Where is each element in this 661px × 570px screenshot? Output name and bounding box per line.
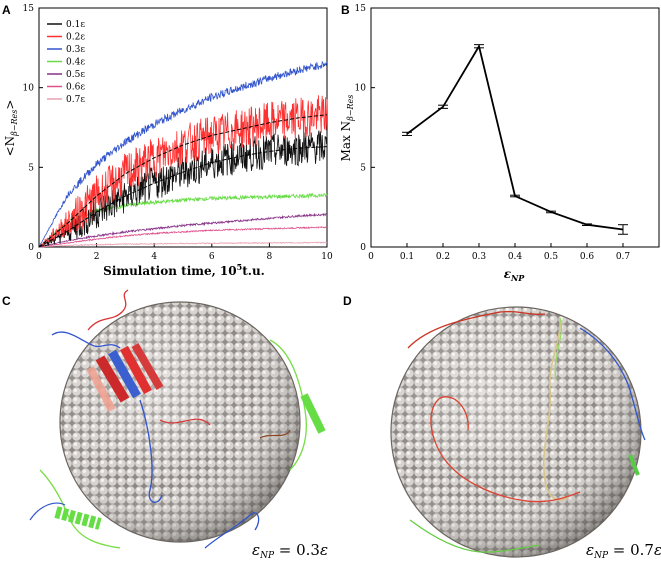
chart-a-xtick-label: 10 bbox=[321, 252, 333, 262]
series-line-max-n bbox=[406, 43, 624, 231]
chart-a-legend: 0.1ε 0.2ε 0.3ε 0.4ε 0.5ε 0.6ε 0.7ε bbox=[47, 20, 85, 105]
chart-b-ytick-label: 0 bbox=[360, 243, 366, 253]
legend-label: 0.4ε bbox=[66, 58, 85, 68]
fit-curve-0.2ε bbox=[38, 114, 328, 248]
chart-b-ticks: 0 0.1 0.2 0.3 0.4 0.5 0.6 0.7 0 5 10 15 bbox=[355, 4, 631, 262]
protein-coil-red-d2 bbox=[430, 397, 581, 503]
chart-b: 0 0.1 0.2 0.3 0.4 0.5 0.6 0.7 0 5 10 15 εNP Max Nβ−… bbox=[339, 4, 660, 283]
series-line-0.6ε bbox=[38, 225, 328, 248]
series-line-0.3ε bbox=[38, 61, 328, 248]
chart-b-xtick-label: 0.2 bbox=[436, 252, 450, 262]
chart-a-xtick-label: 4 bbox=[151, 252, 157, 262]
chart-b-ytick-label: 5 bbox=[360, 163, 366, 173]
chart-b-xlabel: εNP bbox=[504, 267, 526, 283]
chart-a-ticks: 0 2 4 6 8 10 0 5 10 15 bbox=[23, 4, 333, 262]
epsilon-label-d: εNP = 0.7ε bbox=[586, 541, 661, 561]
protein-coil-red-d bbox=[407, 310, 546, 349]
helix-green bbox=[54, 506, 102, 530]
beta-strand-red-1 bbox=[95, 355, 130, 403]
protein-coil-blue-d bbox=[579, 327, 646, 441]
chart-b-ylabel: Max Nβ−Res bbox=[339, 95, 355, 162]
chart-b-ytick-label: 10 bbox=[355, 84, 367, 94]
fit-curve-0.1ε bbox=[38, 146, 328, 248]
series-line-0.7ε bbox=[39, 241, 328, 248]
chart-a-xtick-label: 0 bbox=[36, 252, 42, 262]
epsilon-label-c: εNP = 0.3ε bbox=[252, 541, 328, 561]
series-line-0.2ε bbox=[38, 95, 328, 248]
panel-label-a: A bbox=[2, 3, 11, 17]
nanoparticle-shading-d bbox=[391, 307, 641, 557]
protein-coil-blue bbox=[51, 331, 121, 349]
chart-b-series bbox=[402, 43, 628, 235]
panel-label-d: D bbox=[343, 294, 352, 308]
protein-coil-red bbox=[87, 289, 129, 331]
protein-coil-yellow-d bbox=[542, 317, 571, 501]
legend-label: 0.5ε bbox=[66, 70, 85, 80]
beta-strand-blue-1 bbox=[108, 349, 141, 399]
legend-label: 0.7ε bbox=[66, 95, 85, 105]
chart-a-xtick-label: 2 bbox=[94, 252, 100, 262]
protein-coil-green-d bbox=[409, 519, 541, 553]
panel-label-c: C bbox=[2, 294, 11, 308]
chart-a-ytick-label: 5 bbox=[28, 163, 34, 173]
chart-a-xtick-label: 6 bbox=[209, 252, 215, 262]
chart-b-ytick-label: 15 bbox=[355, 4, 367, 14]
chart-b-xtick-label: 0.7 bbox=[616, 252, 631, 262]
legend-label: 0.1ε bbox=[66, 20, 85, 30]
legend-label: 0.6ε bbox=[66, 83, 85, 93]
chart-a-frame bbox=[38, 7, 328, 248]
chart-a-ytick-label: 0 bbox=[28, 243, 34, 253]
beta-strand-red-3 bbox=[131, 342, 164, 391]
panel-label-b: B bbox=[341, 3, 350, 17]
beta-strand-red-2 bbox=[120, 345, 152, 395]
chart-b-xtick-label: 0 bbox=[368, 252, 374, 262]
nanoparticle-rendering-d: εNP = 0.7ε bbox=[390, 306, 661, 561]
chart-b-xtick-label: 0.1 bbox=[400, 252, 414, 262]
chart-a-ylabel: <Nβ−Res> bbox=[3, 100, 19, 157]
chart-a-series bbox=[38, 61, 328, 248]
nanoparticle-rendering-c: εNP = 0.3ε bbox=[29, 289, 328, 561]
chart-a-ytick-label: 15 bbox=[23, 4, 35, 14]
chart-a-xlabel: Simulation time, 105t.u. bbox=[103, 262, 265, 278]
beta-strand-green-c bbox=[300, 393, 326, 434]
chart-b-xtick-label: 0.5 bbox=[544, 252, 559, 262]
chart-b-xtick-label: 0.4 bbox=[508, 252, 523, 262]
chart-a-ytick-label: 10 bbox=[23, 84, 35, 94]
legend-label: 0.2ε bbox=[66, 33, 85, 43]
series-line-0.5ε bbox=[38, 212, 327, 248]
chart-a-xtick-label: 8 bbox=[267, 252, 273, 262]
series-line-0.1ε bbox=[38, 130, 328, 248]
chart-b-xtick-label: 0.6 bbox=[580, 252, 595, 262]
chart-b-xtick-label: 0.3 bbox=[472, 252, 487, 262]
legend-label: 0.3ε bbox=[66, 45, 85, 55]
